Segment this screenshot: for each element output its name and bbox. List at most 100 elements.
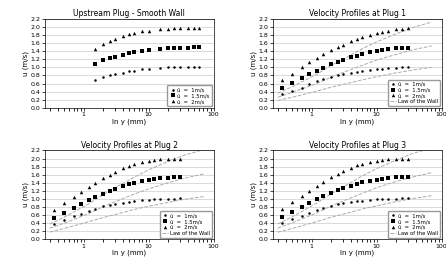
ū  =  2m/s: [100, 42, 106, 45]
Law of the Wall: [344, 56, 350, 59]
ū  =  1.5m/s: [321, 194, 326, 198]
ū  =  2m/s: [359, 162, 365, 165]
Law of the Wall: [314, 73, 319, 76]
ū  =  2m/s: [157, 158, 163, 161]
Law of the Wall: [100, 193, 106, 196]
X-axis label: ln y (mm): ln y (mm): [112, 118, 146, 125]
ū  =  1m/s: [359, 69, 365, 73]
Law of the Wall: [344, 183, 350, 186]
Y-axis label: u (m/s): u (m/s): [23, 51, 29, 76]
Line: Law of the Wall: Law of the Wall: [278, 22, 431, 93]
ū  =  1.5m/s: [368, 179, 373, 182]
ū  =  2m/s: [112, 37, 117, 41]
ū  =  1.5m/s: [165, 176, 171, 179]
ū  =  2m/s: [146, 29, 151, 32]
ū  =  2m/s: [126, 164, 132, 167]
ū  =  2m/s: [359, 36, 365, 39]
ū  =  1m/s: [86, 209, 91, 212]
ū  =  1m/s: [379, 197, 384, 201]
Law of the Wall: [329, 64, 334, 67]
ū  =  1.5m/s: [393, 176, 399, 179]
ū  =  2m/s: [71, 195, 76, 198]
ū  =  1.5m/s: [92, 62, 98, 66]
ū  =  2m/s: [191, 26, 197, 29]
ū  =  1m/s: [140, 199, 145, 202]
ū  =  1.5m/s: [379, 48, 384, 52]
ū  =  1m/s: [78, 212, 83, 215]
ū  =  1m/s: [120, 201, 125, 204]
ū  =  1m/s: [374, 67, 379, 70]
ū  =  1m/s: [299, 86, 304, 89]
ū  =  1.5m/s: [385, 176, 391, 180]
ū  =  1.5m/s: [374, 178, 379, 181]
ū  =  1.5m/s: [314, 198, 319, 201]
ū  =  1m/s: [112, 73, 117, 76]
ū  =  1m/s: [400, 66, 405, 69]
ū  =  1.5m/s: [100, 59, 106, 62]
ū  =  2m/s: [368, 160, 373, 163]
ū  =  2m/s: [335, 45, 340, 49]
ū  =  1m/s: [177, 197, 182, 200]
ū  =  1m/s: [157, 197, 163, 201]
ū  =  1.5m/s: [146, 178, 151, 182]
ū  =  1.5m/s: [405, 46, 410, 49]
ū  =  1m/s: [335, 203, 340, 206]
ū  =  1m/s: [100, 205, 106, 208]
ū  =  1.5m/s: [329, 191, 334, 194]
Y-axis label: u (m/s): u (m/s): [23, 182, 29, 207]
X-axis label: ln y (mm): ln y (mm): [112, 250, 146, 256]
ū  =  2m/s: [120, 167, 125, 170]
ū  =  2m/s: [355, 37, 360, 41]
ū  =  1m/s: [51, 222, 57, 226]
ū  =  1.5m/s: [359, 53, 365, 56]
ū  =  1m/s: [359, 199, 365, 202]
Law of the Wall: [275, 92, 281, 95]
ū  =  1.5m/s: [172, 46, 177, 49]
ū  =  1.5m/s: [306, 201, 311, 205]
ū  =  2m/s: [379, 158, 384, 161]
ū  =  1.5m/s: [92, 196, 98, 199]
Law of the Wall: [429, 20, 434, 24]
ū  =  1.5m/s: [299, 206, 304, 209]
ū  =  2m/s: [78, 190, 83, 193]
ū  =  1.5m/s: [314, 69, 319, 72]
ū  =  1m/s: [157, 66, 163, 69]
ū  =  1m/s: [340, 202, 345, 205]
ū  =  2m/s: [289, 201, 295, 204]
Law of the Wall: [75, 208, 80, 211]
ū  =  2m/s: [132, 162, 137, 166]
ū  =  2m/s: [355, 164, 360, 167]
ū  =  1.5m/s: [355, 54, 360, 57]
ū  =  1.5m/s: [196, 45, 202, 49]
ū  =  1.5m/s: [100, 192, 106, 195]
ū  =  1.5m/s: [191, 45, 197, 49]
Law of the Wall: [391, 160, 396, 163]
ū  =  1m/s: [196, 65, 202, 68]
ū  =  2m/s: [280, 208, 285, 211]
ū  =  2m/s: [321, 53, 326, 56]
ū  =  1.5m/s: [112, 188, 117, 191]
ū  =  1m/s: [120, 71, 125, 74]
ū  =  1.5m/s: [280, 215, 285, 219]
ū  =  1m/s: [165, 66, 171, 69]
ū  =  1.5m/s: [120, 53, 125, 56]
ū  =  1m/s: [151, 198, 157, 201]
ū  =  1.5m/s: [289, 81, 295, 84]
Line: ū  =  2m/s: ū = 2m/s: [281, 26, 409, 82]
ū  =  2m/s: [306, 61, 311, 64]
ū  =  1.5m/s: [177, 175, 182, 178]
ū  =  2m/s: [196, 26, 202, 29]
Line: ū  =  1.5m/s: ū = 1.5m/s: [281, 46, 409, 89]
Line: ū  =  1m/s: ū = 1m/s: [53, 197, 181, 225]
Line: ū  =  2m/s: ū = 2m/s: [52, 157, 182, 212]
ū  =  1.5m/s: [400, 46, 405, 49]
ū  =  1.5m/s: [359, 181, 365, 184]
ū  =  2m/s: [185, 26, 190, 29]
ū  =  1m/s: [100, 75, 106, 79]
ū  =  1.5m/s: [86, 199, 91, 202]
ū  =  1.5m/s: [157, 47, 163, 50]
Legend: ū  =  1m/s, ū  =  1.5m/s, ū  =  2m/s: ū = 1m/s, ū = 1.5m/s, ū = 2m/s: [167, 85, 212, 106]
Y-axis label: u (m/s): u (m/s): [251, 182, 257, 207]
ū  =  2m/s: [165, 157, 171, 161]
Law of the Wall: [374, 40, 379, 44]
